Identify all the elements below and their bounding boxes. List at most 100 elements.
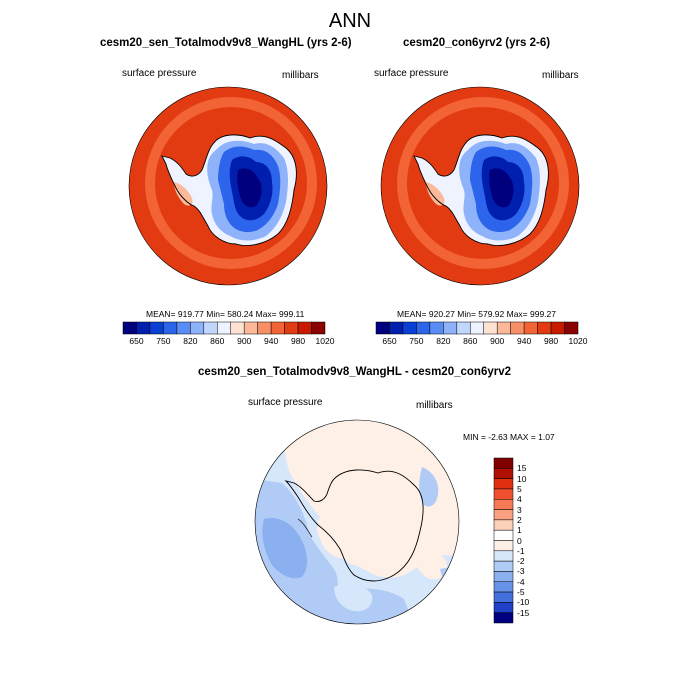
panel3-colorbar-labels: 15 10 5 4 3 2 1 0 -1 -2 -3 -4 -5 -10 -15 xyxy=(517,458,557,623)
colorbar-label: 2 xyxy=(517,514,522,525)
panel1-stats: MEAN= 919.77 Min= 580.24 Max= 999.11 xyxy=(146,309,305,319)
coastline xyxy=(161,134,297,246)
colorbar-swatch xyxy=(493,602,514,613)
coastline xyxy=(413,134,549,246)
colorbar-label: 650 xyxy=(382,336,397,346)
panel3-colorbar xyxy=(493,457,514,624)
colorbar-swatch xyxy=(416,321,431,335)
panel2-stats: MEAN= 920.27 Min= 579.92 Max= 999.27 xyxy=(397,309,557,319)
colorbar-label: 1020 xyxy=(315,336,335,346)
colorbar-swatch xyxy=(510,321,525,335)
colorbar-swatch xyxy=(470,321,484,335)
panel1-map xyxy=(128,86,328,286)
colorbar-swatch xyxy=(163,321,178,335)
coastline xyxy=(284,469,424,582)
colorbar-swatch xyxy=(493,509,514,521)
colorbar-swatch xyxy=(493,529,514,541)
figure-title: ANN xyxy=(328,10,372,32)
colorbar-swatch xyxy=(493,499,514,510)
colorbar-swatch xyxy=(523,321,538,335)
panel1-colorbar-labels: 650 750 820 860 900 940 980 1020 xyxy=(123,336,334,348)
colorbar-swatch xyxy=(493,488,514,500)
colorbar-swatch xyxy=(429,321,444,335)
colorbar-swatch xyxy=(493,519,514,531)
colorbar-swatch xyxy=(493,468,514,479)
panel1-title: cesm20_sen_Totalmodv9v8_WangHL (yrs 2-6) xyxy=(100,37,352,49)
colorbar-label: 940 xyxy=(264,336,279,346)
colorbar-swatch xyxy=(493,457,514,469)
colorbar-swatch xyxy=(493,540,514,552)
colorbar-swatch xyxy=(389,321,404,335)
panel1-colorbar xyxy=(122,321,326,335)
panel3-map xyxy=(254,419,460,625)
colorbar-label: 1 xyxy=(517,525,522,536)
colorbar-label: 900 xyxy=(237,336,252,346)
colorbar-swatch xyxy=(311,321,326,335)
panel2-units: millibars xyxy=(542,70,579,81)
colorbar-swatch xyxy=(456,321,471,335)
colorbar-swatch xyxy=(493,581,514,593)
colorbar-swatch xyxy=(136,321,151,335)
colorbar-label: 3 xyxy=(517,504,522,515)
colorbar-swatch xyxy=(230,321,245,335)
colorbar-swatch xyxy=(297,321,312,335)
panel3-stats: MIN = -2.63 MAX = 1.07 xyxy=(463,432,555,442)
colorbar-label: 0 xyxy=(517,535,522,546)
panel1-variable: surface pressure xyxy=(122,68,197,79)
colorbar-swatch xyxy=(284,321,299,335)
colorbar-swatch xyxy=(550,321,565,335)
colorbar-swatch xyxy=(243,321,258,335)
colorbar-label: 860 xyxy=(463,336,478,346)
colorbar-label: 820 xyxy=(183,336,198,346)
panel2-colorbar xyxy=(375,321,579,335)
colorbar-label: -5 xyxy=(517,587,525,598)
colorbar-swatch xyxy=(375,321,390,335)
panel3-title: cesm20_sen_Totalmodv9v8_WangHL - cesm20_… xyxy=(198,366,511,378)
colorbar-label: 860 xyxy=(210,336,225,346)
colorbar-swatch xyxy=(270,321,285,335)
colorbar-swatch xyxy=(493,571,514,582)
colorbar-label: 980 xyxy=(543,336,559,346)
colorbar-swatch xyxy=(537,321,552,335)
panel2-map xyxy=(380,86,580,286)
colorbar-label: 900 xyxy=(490,336,505,346)
colorbar-swatch xyxy=(483,321,498,335)
colorbar-label: -2 xyxy=(517,556,525,567)
colorbar-label: -15 xyxy=(517,607,530,618)
colorbar-swatch xyxy=(443,321,458,335)
colorbar-swatch xyxy=(257,321,272,335)
panel1-units: millibars xyxy=(282,70,319,81)
colorbar-swatch xyxy=(564,321,579,335)
colorbar-swatch xyxy=(190,321,205,335)
colorbar-label: 5 xyxy=(517,483,522,494)
colorbar-label: 820 xyxy=(436,336,451,346)
colorbar-swatch xyxy=(493,560,514,572)
colorbar-swatch xyxy=(149,321,164,335)
panel2-colorbar-labels: 650 750 820 860 900 940 980 1020 xyxy=(376,336,587,348)
colorbar-label: 750 xyxy=(156,336,171,346)
colorbar-swatch xyxy=(493,478,514,490)
colorbar-swatch xyxy=(496,321,511,335)
colorbar-label: 10 xyxy=(517,473,527,484)
colorbar-label: 650 xyxy=(129,336,144,346)
colorbar-swatch xyxy=(402,321,417,335)
panel3-variable: surface pressure xyxy=(248,397,323,408)
colorbar-swatch xyxy=(217,321,231,335)
colorbar-swatch xyxy=(493,612,514,624)
colorbar-label: -3 xyxy=(517,566,525,577)
colorbar-label: 980 xyxy=(290,336,306,346)
colorbar-label: -10 xyxy=(517,597,530,608)
colorbar-swatch xyxy=(203,321,218,335)
colorbar-label: 4 xyxy=(517,494,522,505)
colorbar-label: 15 xyxy=(517,463,527,474)
colorbar-label: 940 xyxy=(517,336,532,346)
colorbar-swatch xyxy=(122,321,137,335)
colorbar-swatch xyxy=(493,550,514,562)
panel2-variable: surface pressure xyxy=(374,68,449,79)
panel2-title: cesm20_con6yrv2 (yrs 2-6) xyxy=(403,37,551,49)
colorbar-swatch xyxy=(176,321,191,335)
colorbar-label: 750 xyxy=(409,336,424,346)
colorbar-label: 1020 xyxy=(568,336,588,346)
colorbar-label: -1 xyxy=(517,545,525,556)
panel3-units: millibars xyxy=(416,400,453,411)
